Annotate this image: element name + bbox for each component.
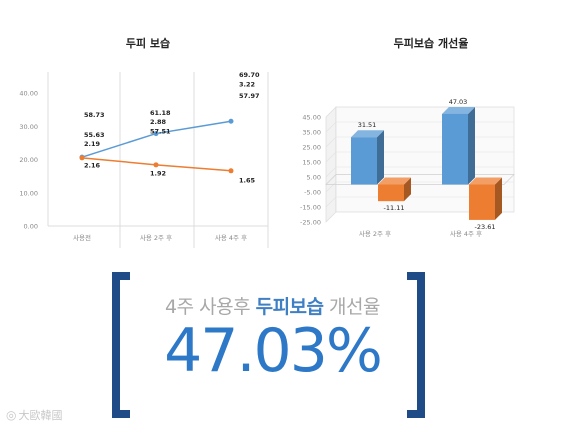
bar-side bbox=[377, 130, 384, 185]
data-label: 1.65 bbox=[239, 177, 256, 185]
data-label: 57.97 bbox=[239, 92, 260, 100]
y-tick-label: -25.00 bbox=[300, 219, 321, 227]
series-1-point bbox=[153, 131, 159, 137]
data-label: 3.22 bbox=[239, 81, 255, 89]
x-tick-label: 사용 2주 후 bbox=[140, 233, 172, 242]
bar-top bbox=[351, 130, 384, 138]
y-tick-label: 0.00 bbox=[24, 223, 38, 231]
data-label: 2.16 bbox=[84, 161, 101, 169]
headline: 4주 사용후 두피보습 개선율 bbox=[130, 292, 415, 319]
data-label: 47.03 bbox=[449, 98, 468, 106]
improvement-rate-value: 47.03% bbox=[164, 316, 383, 386]
data-label: 61.18 bbox=[150, 109, 171, 117]
bar-side bbox=[495, 177, 502, 220]
bar-top bbox=[469, 177, 502, 185]
gridline-h bbox=[325, 196, 514, 208]
bar-1-1 bbox=[351, 137, 377, 185]
chart-title: 두피보습 개선율 bbox=[394, 36, 469, 50]
y-tick-label: 30.00 bbox=[19, 123, 38, 131]
bar-side bbox=[468, 106, 475, 185]
left-bracket bbox=[112, 272, 130, 418]
series-2-point bbox=[79, 155, 85, 161]
series-2-point bbox=[228, 168, 234, 174]
chart-title: 두피 보습 bbox=[126, 36, 170, 50]
bar-top bbox=[378, 177, 411, 185]
y-tick-label: 20.00 bbox=[19, 156, 38, 164]
watermark: ◎ 大歐韓國 bbox=[6, 407, 62, 423]
camera-icon: ◎ bbox=[6, 408, 17, 422]
data-label: 31.51 bbox=[358, 121, 377, 129]
series-1-point bbox=[228, 118, 234, 124]
bar-2-1 bbox=[378, 184, 404, 202]
back-wall-side bbox=[325, 106, 337, 223]
series-2-point bbox=[153, 162, 159, 168]
y-tick-label: 5.00 bbox=[307, 174, 321, 182]
data-label: -23.61 bbox=[475, 223, 496, 231]
bar-top bbox=[442, 106, 475, 114]
bar-2-2 bbox=[469, 184, 495, 220]
y-tick-label: -15.00 bbox=[300, 204, 321, 212]
x-tick-label: 사용 2주 후 bbox=[359, 229, 391, 238]
y-tick-label: 35.00 bbox=[302, 129, 321, 137]
y-tick-label: 10.00 bbox=[19, 189, 38, 197]
right-bracket bbox=[407, 272, 425, 418]
data-label: -11.11 bbox=[384, 204, 405, 212]
y-tick-label: 40.00 bbox=[19, 90, 38, 98]
gridline-h bbox=[325, 211, 514, 223]
data-label: 57.51 bbox=[150, 128, 171, 136]
data-label: 1.92 bbox=[150, 169, 166, 177]
headline-prefix: 4주 사용후 bbox=[165, 296, 256, 318]
y-tick-label: -5.00 bbox=[304, 189, 321, 197]
bar-1-2 bbox=[442, 113, 468, 185]
data-label: 69.70 bbox=[239, 71, 260, 79]
x-tick-label: 사용전 bbox=[73, 233, 91, 242]
watermark-text: 大歐韓國 bbox=[18, 409, 63, 422]
x-tick-label: 사용 4주 후 bbox=[450, 229, 482, 238]
bar-side bbox=[404, 177, 411, 202]
data-label: 55.63 bbox=[84, 131, 105, 139]
data-label: 2.19 bbox=[84, 140, 101, 148]
data-label: 58.73 bbox=[84, 111, 105, 119]
y-tick-label: 25.00 bbox=[302, 144, 321, 152]
headline-suffix: 개선율 bbox=[323, 296, 380, 318]
headline-highlight: 두피보습 bbox=[255, 296, 324, 318]
y-tick-label: 45.00 bbox=[302, 114, 321, 122]
y-tick-label: 15.00 bbox=[302, 159, 321, 167]
data-label: 2.88 bbox=[150, 118, 167, 126]
line-chart-scalp-moisture: 두피 보습 0.00 10.00 20.00 30.00 40.00 사용전 사용 2주 후 사… bbox=[19, 36, 269, 248]
bar-chart-improvement-rate: 두피보습 개선율 45.00 35.00 25.00 15.00 5.00 -5.00 -15… bbox=[300, 36, 515, 238]
series-1-line bbox=[81, 120, 232, 158]
x-tick-label: 사용 4주 후 bbox=[215, 233, 247, 242]
